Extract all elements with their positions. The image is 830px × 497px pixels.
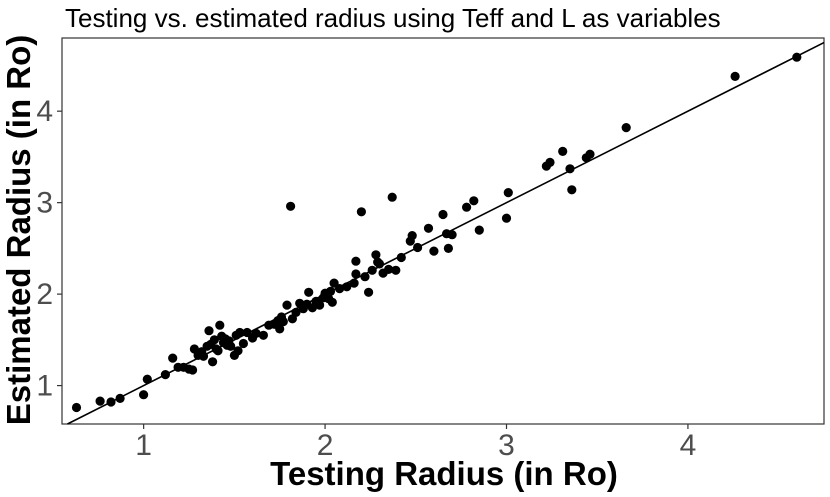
x-axis-title: Testing Radius (in Ro) bbox=[270, 455, 618, 492]
x-tick-label: 2 bbox=[317, 429, 334, 462]
data-point bbox=[275, 324, 285, 334]
data-point bbox=[351, 269, 361, 279]
data-point bbox=[213, 346, 223, 356]
data-point bbox=[730, 71, 740, 81]
data-point bbox=[238, 338, 248, 349]
data-point bbox=[374, 259, 385, 269]
data-point bbox=[235, 327, 245, 338]
data-point bbox=[168, 353, 178, 363]
x-axis-ticks: 1 2 3 4 bbox=[135, 424, 696, 462]
data-point bbox=[215, 320, 225, 330]
data-point bbox=[282, 300, 292, 310]
data-point bbox=[327, 297, 337, 307]
data-point bbox=[286, 201, 296, 211]
y-tick-label: 3 bbox=[36, 187, 53, 220]
data-point bbox=[160, 370, 170, 380]
data-point bbox=[585, 149, 595, 159]
data-point bbox=[95, 396, 105, 406]
data-point bbox=[391, 265, 401, 275]
data-point bbox=[423, 223, 434, 233]
data-point bbox=[356, 207, 366, 217]
data-point bbox=[351, 256, 361, 266]
data-point bbox=[208, 357, 218, 367]
data-point bbox=[501, 213, 512, 223]
data-point bbox=[462, 202, 472, 212]
data-point bbox=[291, 307, 301, 317]
y-tick-label: 4 bbox=[36, 95, 53, 128]
data-point bbox=[387, 192, 397, 202]
data-point bbox=[342, 282, 352, 292]
x-tick-label: 3 bbox=[498, 429, 515, 462]
data-point bbox=[503, 188, 513, 198]
data-point bbox=[335, 284, 345, 294]
data-point bbox=[558, 146, 568, 156]
data-point bbox=[565, 164, 575, 174]
data-point bbox=[474, 225, 484, 235]
data-point bbox=[204, 326, 214, 336]
x-tick-label: 1 bbox=[135, 429, 152, 462]
data-point bbox=[278, 317, 288, 327]
data-point bbox=[71, 402, 82, 413]
y-tick-label: 1 bbox=[36, 370, 53, 403]
data-point bbox=[438, 209, 448, 220]
y-tick-label: 2 bbox=[36, 278, 53, 311]
data-point bbox=[447, 230, 457, 240]
data-point bbox=[407, 231, 417, 241]
data-points bbox=[71, 52, 802, 413]
data-point bbox=[139, 390, 149, 400]
data-point bbox=[106, 397, 116, 407]
data-point bbox=[567, 185, 577, 195]
data-point bbox=[469, 196, 479, 206]
data-point bbox=[371, 250, 381, 260]
data-point bbox=[115, 393, 125, 403]
plot-frame bbox=[61, 37, 825, 425]
data-point bbox=[413, 242, 423, 253]
data-point bbox=[545, 157, 555, 167]
data-point bbox=[349, 278, 359, 288]
data-point bbox=[209, 335, 219, 345]
data-point bbox=[142, 374, 152, 384]
data-point bbox=[364, 287, 374, 297]
data-point bbox=[360, 272, 370, 282]
data-point bbox=[233, 346, 243, 356]
data-point bbox=[226, 341, 236, 351]
chart-title: Testing vs. estimated radius using Teff … bbox=[65, 3, 721, 33]
data-point bbox=[621, 123, 631, 133]
y-axis-ticks: 1 2 3 4 bbox=[36, 95, 62, 403]
data-point bbox=[384, 264, 394, 274]
data-point bbox=[367, 265, 377, 275]
x-tick-label: 4 bbox=[680, 429, 697, 462]
data-point bbox=[315, 300, 325, 310]
data-point bbox=[396, 252, 406, 263]
data-point bbox=[792, 52, 802, 62]
data-point bbox=[443, 243, 453, 253]
data-point bbox=[304, 287, 314, 297]
data-point bbox=[429, 246, 439, 256]
data-point bbox=[325, 286, 336, 296]
data-point bbox=[258, 330, 268, 340]
y-axis-title: Estimated Radius (in Ro) bbox=[0, 35, 37, 426]
data-point bbox=[251, 328, 261, 338]
data-point bbox=[188, 365, 198, 375]
data-point bbox=[198, 351, 209, 361]
